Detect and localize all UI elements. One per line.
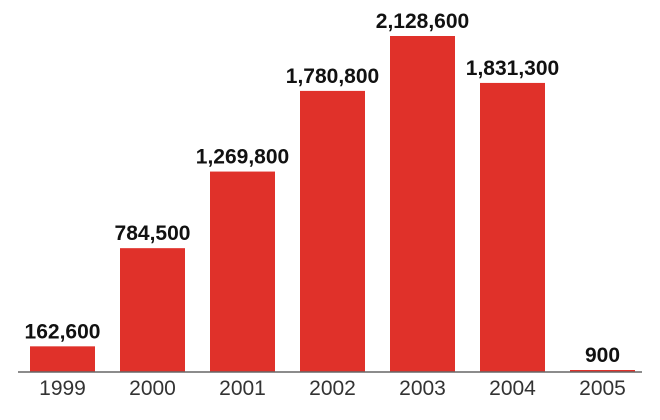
bar-2001 <box>210 171 275 372</box>
x-tick-label-2001: 2001 <box>219 377 266 400</box>
bar-2004 <box>480 82 545 373</box>
bar-2003 <box>390 36 455 372</box>
x-tick-labels-group: 1999 2000 2001 2002 2003 2004 2005 <box>39 377 626 400</box>
value-label-1999: 162,600 <box>25 320 101 343</box>
x-tick-label-2000: 2000 <box>129 377 176 400</box>
value-label-2002: 1,780,800 <box>286 65 379 88</box>
value-label-2001: 1,269,800 <box>196 146 289 169</box>
x-tick-label-2004: 2004 <box>489 377 536 400</box>
x-tick-label-2003: 2003 <box>399 377 446 400</box>
x-tick-label-2002: 2002 <box>309 377 356 400</box>
value-label-2000: 784,500 <box>115 222 191 245</box>
x-tick-label-1999: 1999 <box>39 377 86 400</box>
value-labels-group: 162,600 784,500 1,269,800 1,780,800 2,128,60… <box>25 10 620 367</box>
bars-group <box>30 36 635 373</box>
bar-2002 <box>300 90 365 373</box>
value-label-2003: 2,128,600 <box>376 10 469 33</box>
value-label-2004: 1,831,300 <box>466 57 559 80</box>
bar-1999 <box>30 346 95 372</box>
value-label-2005: 900 <box>585 344 620 367</box>
bar-2000 <box>120 248 185 372</box>
bar-2005 <box>570 370 635 372</box>
x-tick-label-2005: 2005 <box>579 377 626 400</box>
